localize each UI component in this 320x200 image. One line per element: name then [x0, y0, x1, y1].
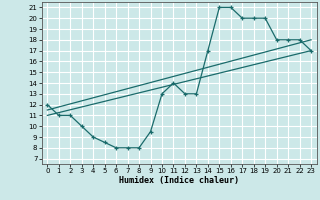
X-axis label: Humidex (Indice chaleur): Humidex (Indice chaleur): [119, 176, 239, 185]
